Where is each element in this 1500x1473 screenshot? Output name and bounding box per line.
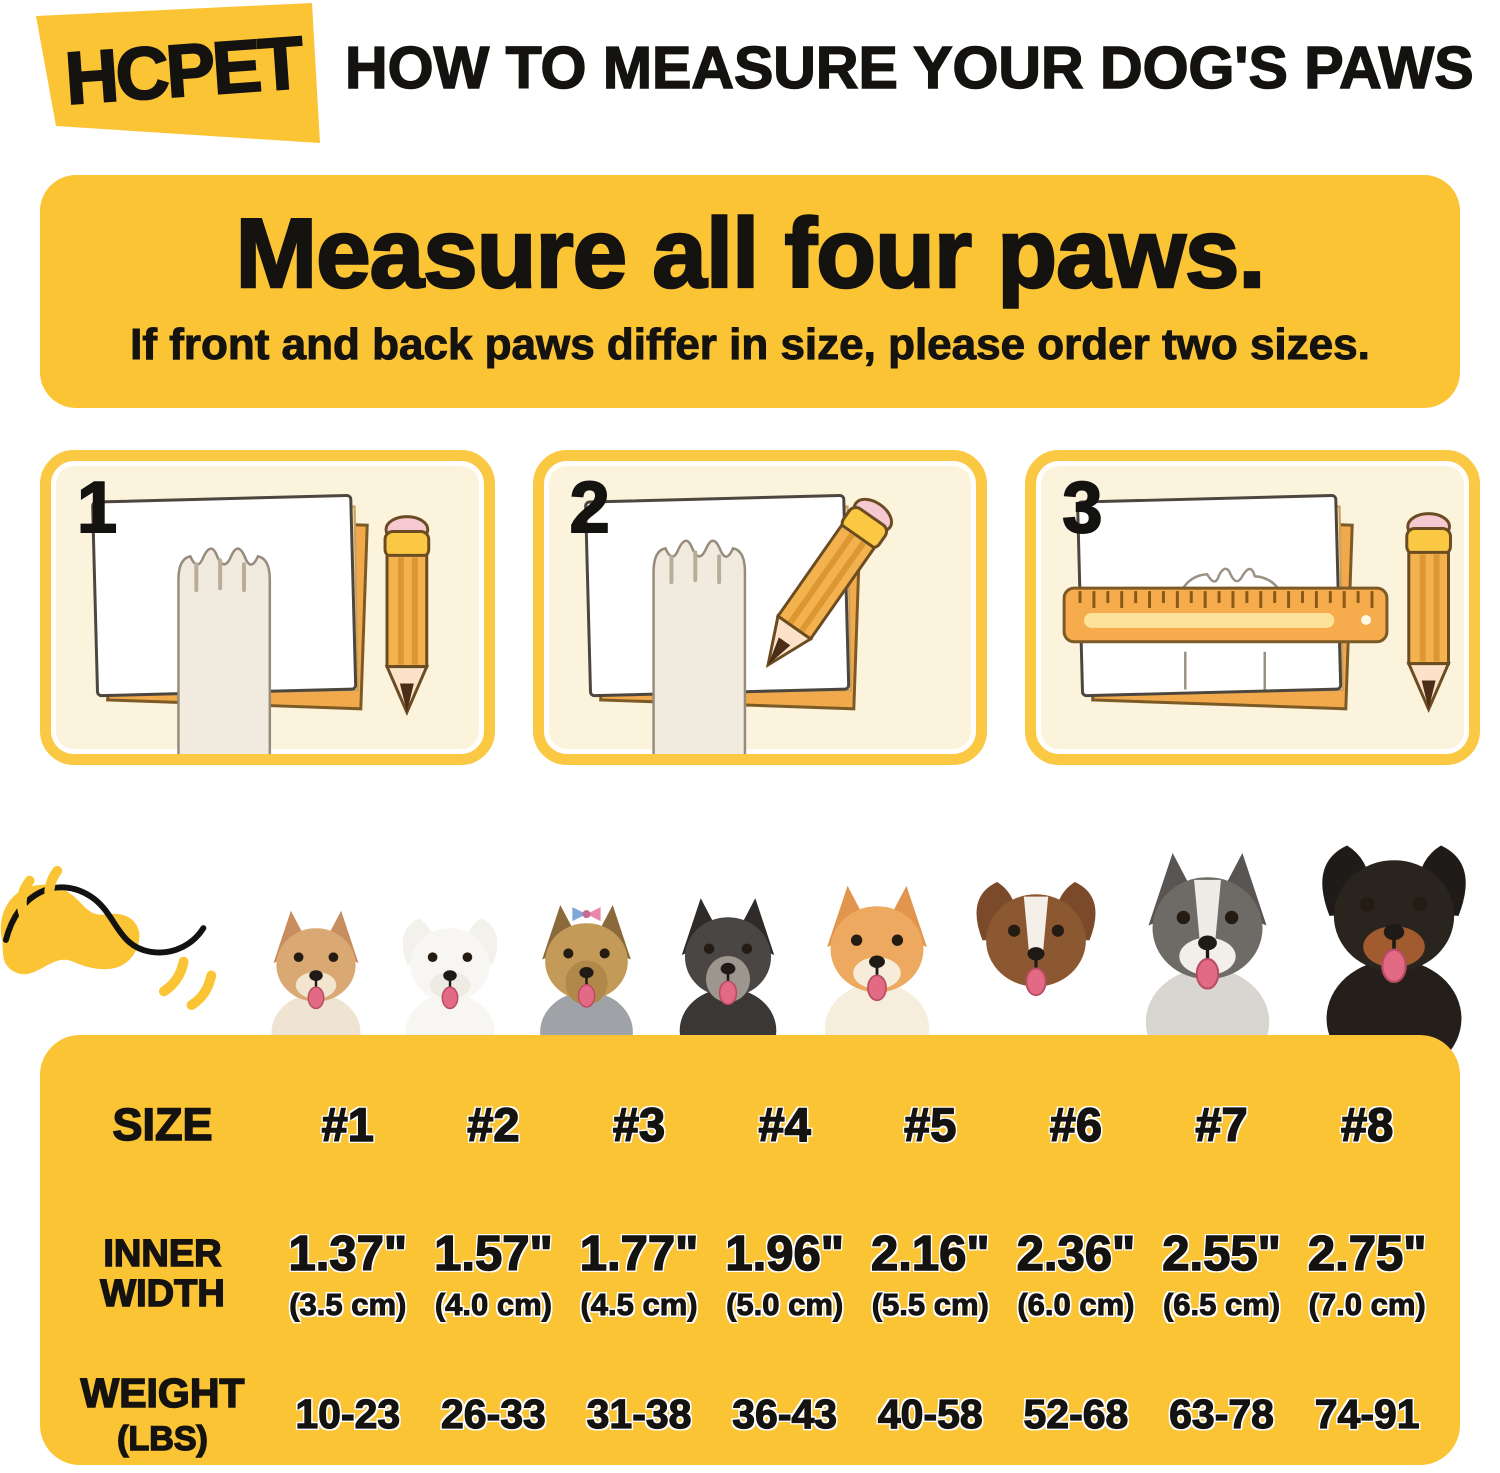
size-col-7: #7 xyxy=(1195,1098,1249,1152)
weight-col-2: 26-33 xyxy=(440,1391,546,1438)
step-1-illustration xyxy=(91,494,431,754)
size-col-6: #6 xyxy=(1049,1098,1103,1152)
brand-logo: HCPET xyxy=(30,0,330,152)
page-title: HOW TO MEASURE YOUR DOG'S PAWS xyxy=(344,34,1474,102)
pencil-icon xyxy=(765,497,893,669)
paper-stack-icon xyxy=(91,494,369,711)
step-card-2: 2 xyxy=(532,450,988,765)
inner-width-col-2: 1.57" (4.0 cm) xyxy=(433,1226,553,1322)
weight-col-8: 74-91 xyxy=(1314,1391,1420,1438)
weight-col-6: 52-68 xyxy=(1023,1391,1129,1438)
paw-outline-icon xyxy=(1172,567,1291,690)
step-3-illustration xyxy=(1062,494,1453,714)
size-chart-table: SIZE #1 #2 #3 #4 #5 #6 #7 #8 INNER WIDTH 1.37" (3.… xyxy=(40,1035,1460,1465)
ruler-icon xyxy=(1062,586,1389,644)
dog-photo-australian-shepherd xyxy=(976,882,1096,1060)
row-label-inner-width: INNER WIDTH xyxy=(99,1233,225,1315)
dog-photo-rottweiler xyxy=(1322,845,1466,1060)
step-number: 3 xyxy=(1061,467,1103,549)
size-col-3: #3 xyxy=(612,1098,666,1152)
weight-col-4: 36-43 xyxy=(732,1391,838,1438)
weight-col-5: 40-58 xyxy=(877,1391,983,1438)
step-number: 2 xyxy=(569,467,611,549)
weight-col-3: 31-38 xyxy=(586,1391,692,1438)
size-col-2: #2 xyxy=(467,1098,521,1152)
brand-logo-text: HCPET xyxy=(61,20,304,121)
banner-subheading: If front and back paws differ in size, p… xyxy=(130,320,1371,370)
inner-width-col-5: 2.16" (5.5 cm) xyxy=(870,1226,990,1322)
squiggle-doodle-icon xyxy=(0,865,217,1011)
row-label-weight: WEIGHT (LBS) xyxy=(80,1369,245,1458)
dogs-row xyxy=(258,825,1490,1060)
weight-col-7: 63-78 xyxy=(1169,1391,1275,1438)
step-number: 1 xyxy=(76,467,118,549)
dog-photo-alaskan-malamute xyxy=(1145,853,1270,1060)
size-col-4: #4 xyxy=(758,1098,812,1152)
weight-col-1: 10-23 xyxy=(295,1391,401,1438)
steps-row: 1 xyxy=(40,450,1481,765)
step-2-illustration xyxy=(583,494,893,754)
inner-width-col-6: 2.36" (6.0 cm) xyxy=(1016,1226,1136,1322)
step-card-1: 1 xyxy=(40,450,495,765)
pencil-icon xyxy=(1405,512,1453,714)
size-col-8: #8 xyxy=(1340,1098,1394,1152)
step-card-3: 3 xyxy=(1025,450,1481,765)
dog-paw-icon xyxy=(177,547,272,754)
banner-heading: Measure all four paws. xyxy=(234,197,1267,310)
dog-photo-shiba-inu xyxy=(824,885,930,1060)
size-col-1: #1 xyxy=(321,1098,375,1152)
pencil-icon xyxy=(383,515,431,717)
inner-width-col-4: 1.96" (5.0 cm) xyxy=(725,1226,845,1322)
inner-width-col-8: 2.75" (7.0 cm) xyxy=(1307,1226,1427,1322)
row-label-size: SIZE xyxy=(112,1099,214,1151)
inner-width-col-3: 1.77" (4.5 cm) xyxy=(579,1226,699,1322)
logo-background-shape xyxy=(36,3,320,143)
dog-paw-icon xyxy=(651,539,746,754)
size-col-5: #5 xyxy=(903,1098,957,1152)
banner: Measure all four paws. If front and back… xyxy=(40,175,1460,408)
inner-width-col-7: 2.55" (6.5 cm) xyxy=(1162,1226,1282,1322)
inner-width-col-1: 1.37" (3.5 cm) xyxy=(288,1226,408,1322)
